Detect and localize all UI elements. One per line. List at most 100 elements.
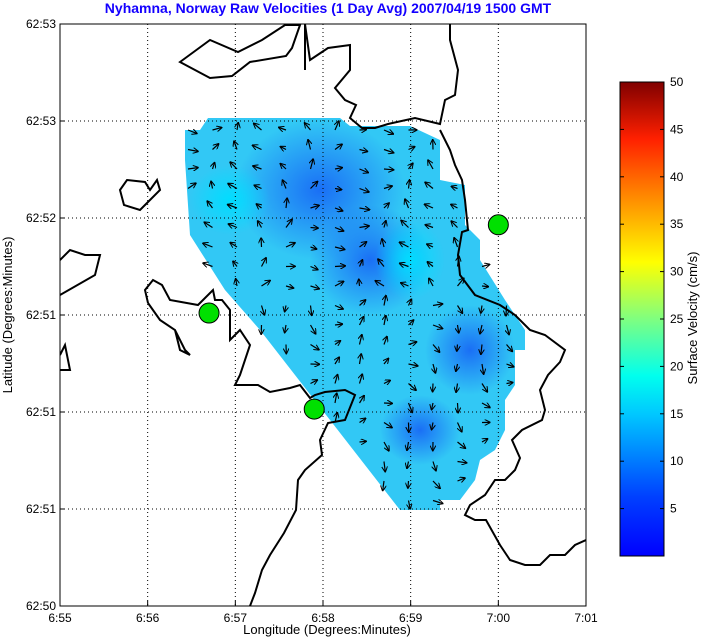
velocity-vector [262,305,265,315]
velocity-vector [409,500,411,509]
velocity-vector [334,208,342,211]
colorbar-tick-label: 45 [670,122,684,136]
velocity-vector [409,180,410,189]
velocity-vector [432,402,433,409]
velocity-vector [211,182,212,189]
velocity-vector [254,124,262,131]
velocity-vector [432,344,439,353]
colorbar-tick-label: 50 [670,75,684,89]
velocity-vector [384,337,387,345]
velocity-vector [359,226,369,228]
velocity-vector [481,403,490,407]
velocity-vectors [187,121,514,509]
velocity-vector [481,265,489,267]
velocity-vector [433,363,435,373]
radar-site-marker [198,302,220,324]
velocity-vector [285,324,286,332]
velocity-vector [482,439,487,442]
velocity-vector [310,228,318,229]
y-tick-label: 62:53 [26,17,56,31]
y-tick-label: 62:52 [26,211,56,225]
velocity-vector [236,279,237,287]
y-tick-label: 62:51 [26,308,56,322]
colorbar-tick-label: 15 [670,407,684,421]
velocity-vector [481,344,482,355]
velocity-vector [425,182,434,189]
velocity-vector [360,374,363,384]
velocity-vector [480,324,482,334]
velocity-vector [187,130,197,133]
y-axis-label: Latitude (Degrees:Minutes) [0,237,15,394]
velocity-vector [382,239,384,248]
velocity-vector [230,162,238,170]
velocity-vector [408,342,417,345]
velocity-vector [384,221,386,228]
field-blob [375,220,445,300]
field-blob [425,305,515,395]
velocity-vector [456,383,457,393]
velocity-vector [456,363,458,371]
velocity-vector [237,123,238,131]
velocity-vector [334,228,343,231]
velocity-vector [457,441,466,448]
velocity-vector [407,461,409,469]
colorbar [619,81,665,557]
velocity-vector [310,267,318,270]
velocity-vector [281,147,286,150]
colorbar-label: Surface Velocity (cm/s) [685,252,700,385]
velocity-vector [428,262,434,267]
velocity-vector [285,286,293,288]
velocity-vector [283,180,286,189]
velocity-vector [383,421,392,428]
chart-title: Nyhamna, Norway Raw Velocities (1 Day Av… [105,0,552,16]
velocity-vector [233,261,237,266]
velocity-vector [383,441,389,451]
velocity-vector [481,383,487,392]
velocity-vector [433,461,436,471]
radar-site-marker [303,398,325,420]
velocity-vector [311,159,314,170]
velocity-vector [305,123,311,131]
velocity-vector [334,324,342,325]
colorbar-tick-label: 30 [670,265,684,279]
colorbar-tick-label: 10 [670,454,684,468]
velocity-vector [429,279,433,287]
colorbar-tick-label: 40 [670,170,684,184]
velocity-vector [281,164,287,170]
velocity-vector [230,243,238,247]
velocity-vector [409,402,413,412]
velocity-vector [408,383,416,391]
x-tick-label: 6:57 [224,611,248,625]
velocity-vector [335,121,339,131]
velocity-vector [409,163,413,170]
velocity-vector [432,325,442,329]
velocity-vector [451,221,458,228]
velocity-vector [310,247,317,249]
velocity-vector [310,380,318,383]
velocity-vector [212,144,219,150]
field-blob [380,395,460,465]
velocity-vector [383,169,393,170]
velocity-vector [359,189,369,193]
velocity-vector [454,238,457,248]
velocity-vector [359,242,367,248]
velocity-vector [310,343,319,350]
velocity-vector [408,480,409,488]
velocity-vector [261,281,270,287]
velocity-vector [234,141,237,150]
velocity-vector [286,198,287,209]
velocity-vector [257,204,262,208]
velocity-vector [458,402,459,413]
velocity-vector [383,150,393,153]
velocity-vector [376,281,385,287]
velocity-vector [253,166,262,169]
velocity-vector [359,280,360,287]
velocity-vector [360,335,362,345]
velocity-vector [335,341,340,345]
velocity-vector [360,260,363,267]
velocity-vector [334,247,345,249]
velocity-vector [432,501,443,504]
velocity-vector [335,393,337,404]
velocity-vector [458,257,460,267]
x-tick-label: 6:58 [311,611,335,625]
